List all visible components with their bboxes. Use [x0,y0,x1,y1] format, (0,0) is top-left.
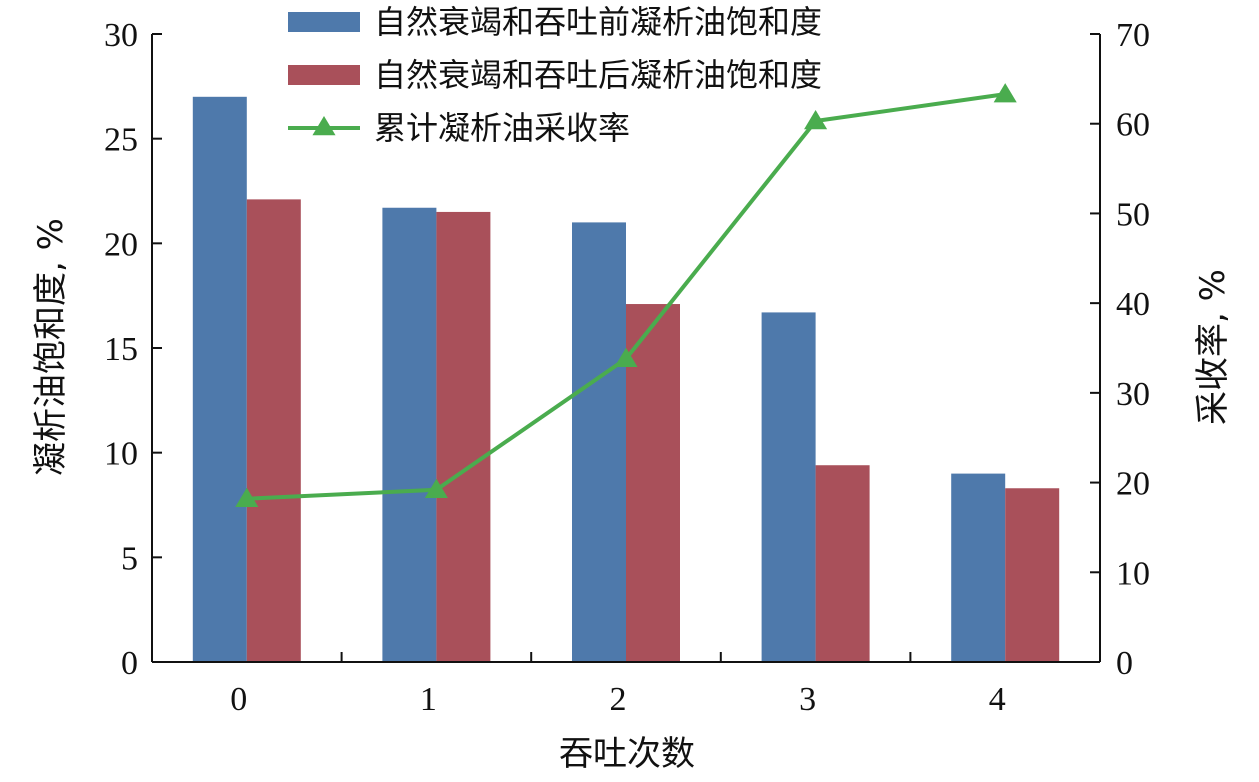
bar-series2-cat1 [436,211,491,662]
y2-tick-label: 10 [1116,555,1150,592]
bar-series2-cat0 [246,199,301,662]
legend-swatch-series2 [288,65,360,85]
y2-axis-title: 采收率, % [1193,269,1233,425]
y-tick-label: 25 [104,122,138,159]
bar-series2-cat2 [626,304,680,662]
recovery-point-cat0 [235,487,259,507]
y-tick-label: 20 [104,226,138,263]
x-tick-label: 0 [230,681,247,718]
legend-swatch-marker [312,116,336,136]
x-axis-title: 吞吐次数 [559,734,695,774]
y2-tick-label: 50 [1116,196,1150,233]
recovery-point-cat3 [804,110,828,130]
recovery-point-cat2 [614,347,638,368]
bar-series1-cat4 [951,473,1006,662]
y2-tick-label: 40 [1116,286,1150,323]
y-tick-label: 10 [104,436,138,473]
x-tick-label: 2 [610,681,627,718]
y2-tick-label: 30 [1116,376,1150,413]
y-tick-label: 15 [104,331,138,368]
x-tick-label: 3 [799,681,816,718]
bar-series1-cat3 [761,312,816,662]
legend-label-series3: 累计凝析油采收率 [374,109,630,147]
y-tick-label: 0 [121,645,138,682]
x-tick-label: 1 [420,681,437,718]
bar-series1-cat2 [572,222,626,662]
bar-series2-cat3 [815,465,870,662]
y2-tick-label: 0 [1116,645,1133,682]
legend-label-series1: 自然衰竭和吞吐前凝析油饱和度 [374,3,822,41]
y-tick-label: 30 [104,17,138,54]
recovery-point-cat1 [424,478,448,498]
recovery-line-layer [235,83,1017,507]
bar-series1-cat1 [382,207,437,662]
bar-series2-cat4 [1005,488,1060,662]
bars-layer [192,96,1060,663]
y2-tick-label: 60 [1116,107,1150,144]
y-axis-title: 凝析油饱和度, % [31,218,71,476]
axes-layer: 0 5 10 15 20 25 30 0 10 20 30 40 50 60 70 0 1 2 3 4 [104,17,1150,718]
bar-series1-cat0 [192,96,247,663]
y2-tick-label: 20 [1116,466,1150,503]
y-tick-label: 5 [121,540,138,577]
legend-label-series2: 自然衰竭和吞吐后凝析油饱和度 [374,56,822,94]
legend-swatch-series1 [288,12,360,32]
y2-tick-label: 70 [1116,17,1150,54]
x-tick-label: 4 [989,681,1006,718]
recovery-point-cat4 [993,83,1017,103]
